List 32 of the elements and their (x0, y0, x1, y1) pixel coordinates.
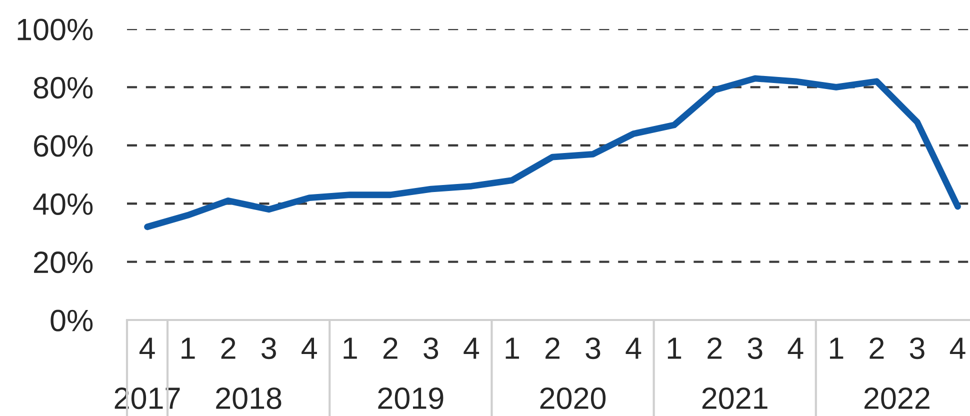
y-tick-label: 100% (18, 18, 93, 40)
x-tick-label: 4 (626, 338, 642, 359)
x-tick-label: 3 (748, 337, 762, 360)
y-tick-label: 40% (33, 193, 93, 215)
x-tick-label: 2 (870, 337, 884, 359)
x-tick-label: 2 (221, 337, 236, 359)
x-tick-label: 4 (950, 338, 966, 359)
x-tick-label: 1 (668, 338, 682, 359)
x-tick-label: 3 (586, 337, 600, 360)
x-tick-label: 1 (344, 338, 357, 359)
x-tick-label: 4 (139, 338, 155, 359)
x-tick-label: 1 (506, 338, 519, 359)
x-tick-label: 1 (830, 338, 844, 359)
x-tick-label: 3 (424, 337, 438, 360)
x2-tick-label: 2018 (216, 387, 282, 410)
y-tick-label: 0% (50, 310, 93, 332)
x-tick-label: 4 (464, 338, 480, 359)
x-tick-label: 2 (383, 337, 398, 359)
x-tick-label: 2 (546, 337, 560, 359)
x-tick-label: 3 (262, 337, 276, 360)
x-tick-label: 1 (182, 338, 195, 359)
x2-tick-label: 2019 (378, 387, 444, 410)
y-tick-label: 80% (34, 76, 93, 99)
x2-tick-label: 2022 (864, 387, 930, 410)
y-tick-label: 20% (34, 252, 93, 274)
x2-tick-label: 2020 (540, 387, 606, 410)
x2-tick-label: 2021 (702, 387, 768, 410)
x-tick-label: 4 (302, 338, 317, 359)
x-tick-label: 4 (788, 338, 804, 359)
x-tick-label: 2 (708, 337, 722, 359)
y-tick-label: 60% (34, 135, 93, 157)
x-tick-label: 3 (910, 337, 924, 360)
